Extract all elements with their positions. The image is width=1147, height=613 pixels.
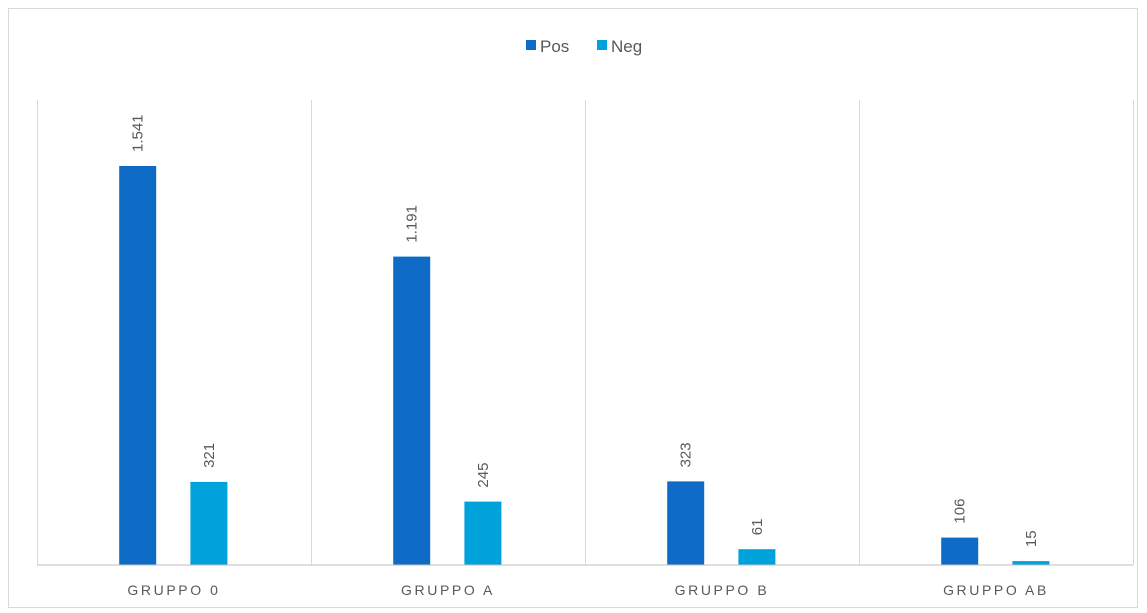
category-label-2: GRUPPO A xyxy=(401,582,495,598)
data-label-pos-1: 1.541 xyxy=(130,114,147,152)
category-label-4: GRUPPO AB xyxy=(943,582,1049,598)
data-label-neg-1: 321 xyxy=(201,443,218,468)
bar-neg-2 xyxy=(464,501,502,565)
legend-label-pos: Pos xyxy=(540,37,569,56)
bars xyxy=(119,166,1050,565)
category-labels: GRUPPO 0 GRUPPO A GRUPPO B GRUPPO AB xyxy=(127,582,1049,598)
data-labels: 1.541 321 1.191 245 323 61 106 15 xyxy=(130,114,1040,547)
bar-neg-1 xyxy=(190,481,228,565)
bar-pos-1 xyxy=(119,166,157,565)
data-label-neg-4: 15 xyxy=(1023,530,1040,547)
legend-swatch-neg xyxy=(597,40,607,50)
data-label-neg-3: 61 xyxy=(749,519,766,536)
data-label-pos-4: 106 xyxy=(952,499,969,524)
bar-pos-2 xyxy=(393,256,431,565)
data-label-neg-2: 245 xyxy=(475,463,492,488)
category-label-1: GRUPPO 0 xyxy=(127,582,220,598)
bar-neg-4 xyxy=(1012,561,1050,565)
data-label-pos-3: 323 xyxy=(678,442,695,467)
category-gridlines xyxy=(37,100,1134,565)
bar-neg-3 xyxy=(738,549,776,565)
legend: Pos Neg xyxy=(526,37,642,56)
legend-label-neg: Neg xyxy=(611,37,642,56)
data-label-pos-2: 1.191 xyxy=(404,205,421,243)
bar-pos-4 xyxy=(941,537,979,565)
bar-pos-3 xyxy=(667,481,705,565)
legend-swatch-pos xyxy=(526,40,536,50)
category-label-3: GRUPPO B xyxy=(675,582,770,598)
